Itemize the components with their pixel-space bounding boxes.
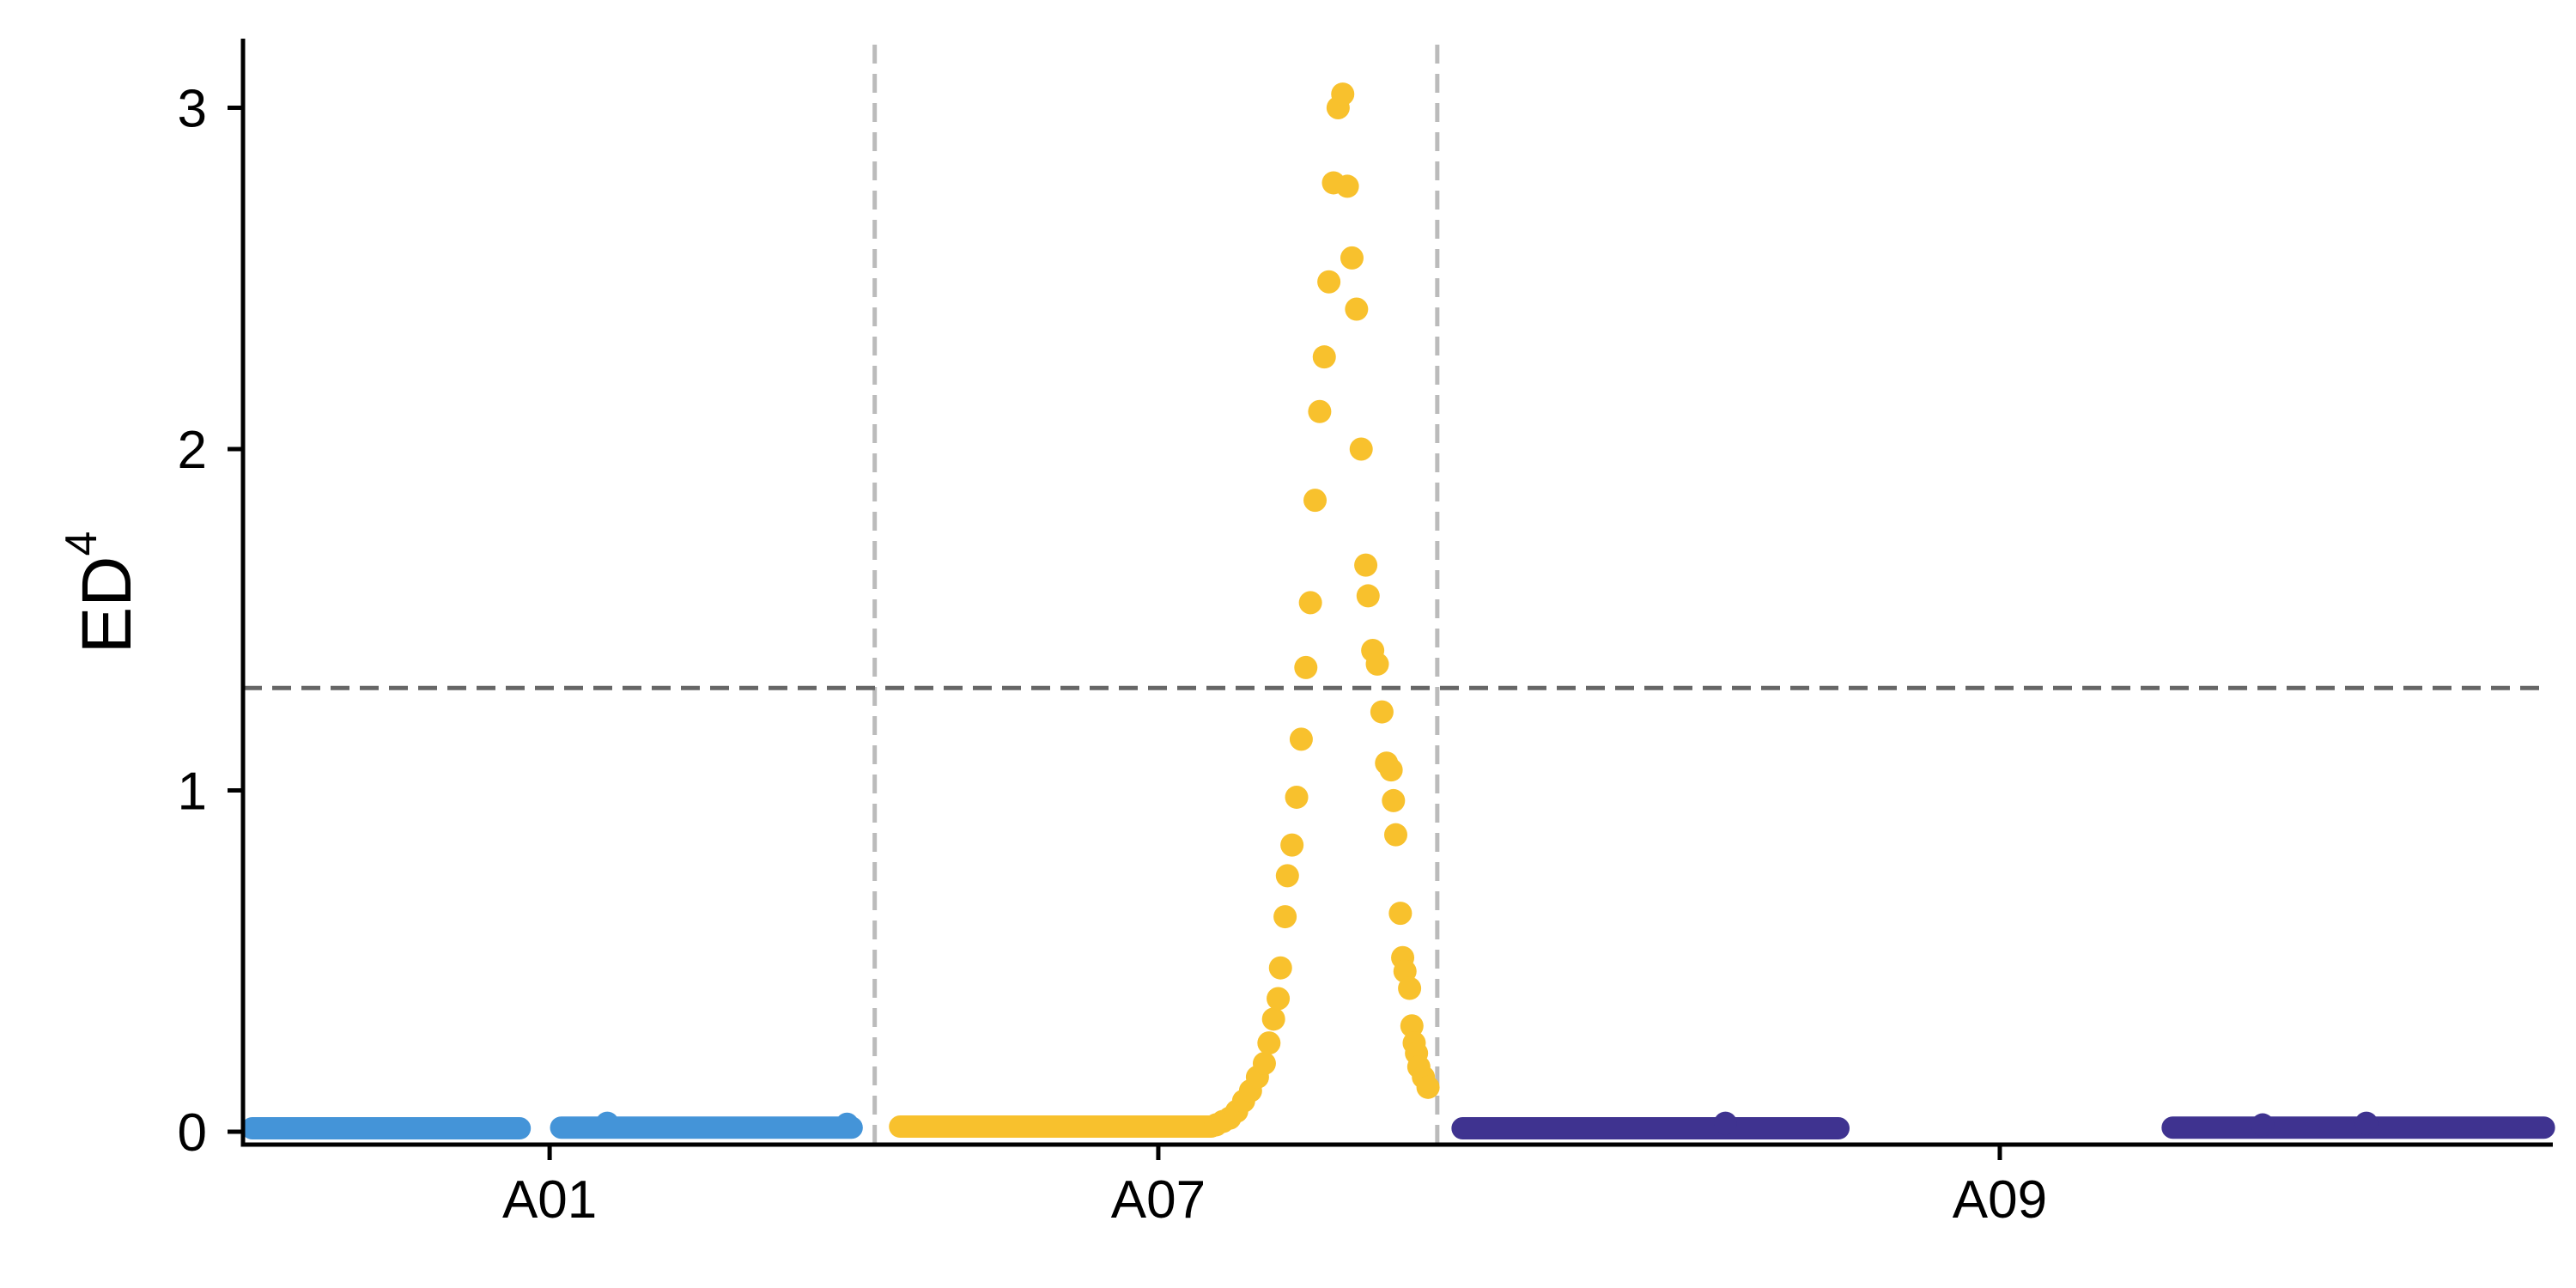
data-point-A07-14	[1275, 864, 1299, 888]
data-point-A07-44	[1400, 1014, 1424, 1038]
data-point-A07-13	[1273, 905, 1297, 929]
data-point-A07-26	[1331, 82, 1355, 106]
y-axis-title-superscript: 4	[57, 532, 106, 556]
data-point-A07-23	[1317, 270, 1341, 294]
y-axis-title: ED4	[57, 532, 146, 654]
data-point-A07-16	[1285, 785, 1309, 809]
series-A07	[889, 82, 1440, 1139]
data-point-A07-34	[1365, 652, 1389, 676]
data-point-A07-27	[1335, 174, 1359, 198]
series-A09	[1451, 1111, 2555, 1140]
y-tick-label-2: 2	[178, 421, 207, 480]
data-point-A07-9	[1257, 1031, 1281, 1055]
data-point-A07-30	[1349, 437, 1373, 461]
data-point-A07-8	[1252, 1052, 1276, 1075]
data-point-A07-21	[1308, 399, 1332, 423]
x-tick-label-A01: A01	[502, 1170, 597, 1230]
y-axis-ticks: 0 1 2 3	[178, 80, 243, 1163]
x-axis-ticks: A01 A07 A09	[502, 1145, 2047, 1230]
y-tick-label-1: 1	[178, 762, 207, 822]
data-point-A07-40	[1388, 902, 1413, 926]
y-tick-label-0: 0	[178, 1103, 207, 1163]
data-point-A07-22	[1312, 345, 1336, 369]
y-tick-label-3: 3	[178, 80, 207, 139]
data-point-A07-17	[1289, 727, 1313, 751]
y-axis-title-main: ED	[68, 556, 146, 654]
data-point-A07-38	[1382, 788, 1406, 812]
data-point-A09-1	[1713, 1111, 1737, 1135]
series-A01	[240, 1111, 863, 1140]
data-point-A07-43	[1398, 976, 1422, 1000]
data-point-A07-32	[1356, 584, 1380, 608]
data-point-A07-49	[1416, 1075, 1440, 1099]
data-point-A07-19	[1298, 591, 1322, 615]
data-point-A07-12	[1268, 956, 1292, 980]
data-point-A07-20	[1303, 489, 1327, 513]
data-point-A07-31	[1354, 553, 1378, 577]
data-point-A07-10	[1261, 1007, 1285, 1031]
data-point-A07-29	[1345, 297, 1369, 321]
data-point-A07-28	[1340, 246, 1364, 270]
data-point-A01-2	[835, 1112, 859, 1136]
data-point-A07-37	[1379, 758, 1403, 782]
data-point-A07-15	[1280, 833, 1304, 857]
data-point-A07-18	[1294, 655, 1318, 679]
data-point-A07-11	[1267, 987, 1291, 1011]
chromosome-boundaries	[872, 45, 1440, 1145]
x-tick-label-A09: A09	[1953, 1170, 2047, 1230]
axes	[240, 39, 2553, 1147]
x-tick-label-A07: A07	[1111, 1170, 1206, 1230]
data-points	[240, 82, 2555, 1140]
data-point-A07-39	[1384, 823, 1407, 847]
data-point-A09-2	[2251, 1113, 2275, 1137]
data-point-A07-35	[1370, 700, 1394, 724]
data-point-A01-1	[595, 1111, 619, 1135]
data-point-A09-3	[2354, 1111, 2379, 1135]
